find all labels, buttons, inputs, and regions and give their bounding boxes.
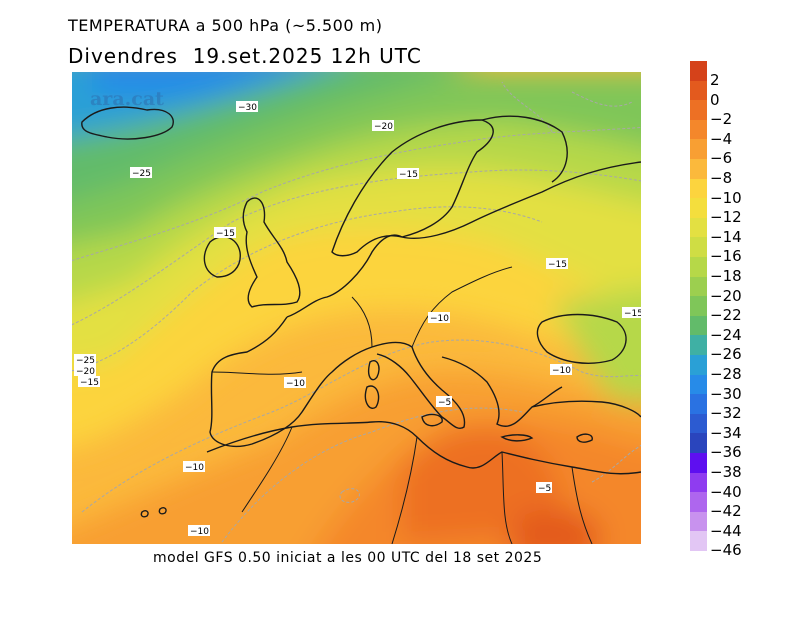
legend-label: −36 <box>710 443 742 462</box>
legend-swatch <box>690 355 707 376</box>
svg-text:−5: −5 <box>538 484 551 494</box>
svg-text:−10: −10 <box>190 527 209 537</box>
watermark-logo: ara.cat <box>90 88 164 110</box>
contour-label: −10 <box>183 461 205 473</box>
legend-label: −14 <box>710 227 742 246</box>
svg-text:−15: −15 <box>399 170 418 180</box>
svg-text:−15: −15 <box>548 260 567 270</box>
svg-text:−15: −15 <box>624 309 641 319</box>
contour-label: −15 <box>214 227 236 239</box>
legend-label: −18 <box>710 267 742 285</box>
legend-label: −26 <box>710 345 742 364</box>
legend-swatch <box>690 315 707 336</box>
legend-label: −10 <box>710 188 742 207</box>
legend-label: −30 <box>710 384 742 403</box>
legend-swatch <box>690 511 707 532</box>
legend-label: −16 <box>710 247 742 266</box>
svg-text:−15: −15 <box>216 229 235 239</box>
legend-swatch <box>690 139 707 160</box>
legend-swatch <box>690 413 707 434</box>
svg-text:−10: −10 <box>185 463 204 473</box>
svg-text:−20: −20 <box>76 367 95 377</box>
legend-swatch <box>690 198 707 219</box>
legend-swatch <box>690 80 707 101</box>
contour-label: −5 <box>436 396 452 408</box>
contour-label: −10 <box>284 377 306 389</box>
legend-label: −46 <box>710 541 742 560</box>
legend-swatch <box>690 237 707 258</box>
temperature-map: −30 −20 −25 −15 −15 −15 −10 −15 −25 −20 … <box>72 72 641 544</box>
contour-label: −10 <box>428 312 450 324</box>
contour-label: −10 <box>550 364 572 376</box>
legend-label: −22 <box>710 306 742 325</box>
contour-label: −15 <box>546 258 568 270</box>
legend-label: −42 <box>710 502 742 521</box>
legend-label: −8 <box>710 169 733 187</box>
contour-label: −15 <box>78 376 100 388</box>
model-footnote: model GFS 0.50 iniciat a les 00 UTC del … <box>153 550 543 566</box>
svg-text:−30: −30 <box>238 103 257 113</box>
legend-swatch <box>690 159 707 180</box>
legend-label: −2 <box>710 110 733 129</box>
legend-label: −12 <box>710 208 742 227</box>
coastlines <box>81 106 641 544</box>
legend-swatch <box>690 453 707 474</box>
legend-swatch <box>690 374 707 395</box>
legend-swatch <box>690 492 707 513</box>
legend-label: −32 <box>710 404 742 423</box>
legend-swatch <box>690 178 707 199</box>
legend-label: −34 <box>710 423 742 442</box>
svg-text:−10: −10 <box>430 314 449 324</box>
contour-label: −15 <box>622 307 641 319</box>
svg-text:−10: −10 <box>286 379 305 389</box>
contour-label: −20 <box>372 120 394 132</box>
chart-title: TEMPERATURA a 500 hPa (~5.500 m) <box>68 16 383 35</box>
legend-colorbar <box>690 61 707 552</box>
legend-label: −38 <box>710 463 742 481</box>
isotherm-lines <box>72 81 641 543</box>
legend-label: −40 <box>710 482 742 501</box>
legend-swatch <box>690 119 707 140</box>
legend-label: 0 <box>710 90 720 109</box>
contour-label: −20 <box>74 365 96 377</box>
legend-label: −4 <box>710 129 733 148</box>
contour-label: −15 <box>397 168 419 180</box>
chart-subtitle: Divendres 19.set.2025 12h UTC <box>68 44 422 68</box>
legend-swatch <box>690 335 707 356</box>
svg-text:−20: −20 <box>374 122 393 132</box>
contour-label: −10 <box>188 525 210 537</box>
svg-text:−25: −25 <box>132 169 151 179</box>
legend-swatch <box>690 433 707 454</box>
temperature-field: −30 −20 −25 −15 −15 −15 −10 −15 −25 −20 … <box>72 72 641 544</box>
contour-label: −25 <box>74 354 96 366</box>
legend-swatch <box>690 472 707 493</box>
contour-label: −30 <box>236 101 258 113</box>
legend-swatch <box>690 531 707 552</box>
legend-swatch <box>690 276 707 297</box>
svg-text:−25: −25 <box>76 356 95 366</box>
legend-label: 2 <box>710 71 720 89</box>
svg-text:−15: −15 <box>80 378 99 388</box>
legend-label: −6 <box>710 149 733 168</box>
legend-label: −28 <box>710 365 742 383</box>
contour-labels: −30 −20 −25 −15 −15 −15 −10 −15 −25 −20 … <box>74 101 641 537</box>
legend-swatch <box>690 100 707 121</box>
legend-swatch <box>690 257 707 278</box>
legend-swatch <box>690 61 707 82</box>
contour-label: −5 <box>536 482 552 494</box>
svg-text:−5: −5 <box>438 398 451 408</box>
legend-label: −24 <box>710 325 742 344</box>
legend-swatch <box>690 296 707 317</box>
svg-text:−10: −10 <box>552 366 571 376</box>
legend-swatch <box>690 394 707 415</box>
legend-label: −20 <box>710 286 742 305</box>
legend-swatch <box>690 217 707 238</box>
legend-label: −44 <box>710 521 742 540</box>
contour-label: −25 <box>130 167 152 179</box>
